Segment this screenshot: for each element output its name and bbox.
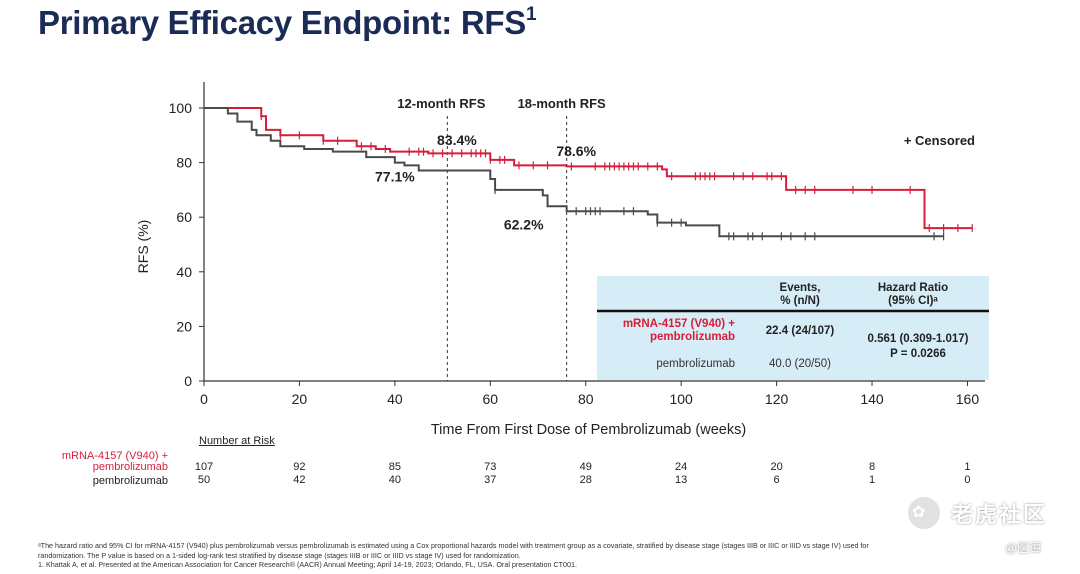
risk-count: 20 — [770, 461, 783, 473]
risk-count: 107 — [194, 461, 214, 473]
y-tick-label: 80 — [176, 155, 192, 171]
slide-title-text: Primary Efficacy Endpoint: RFS — [38, 4, 526, 41]
rfs-percentage-label: 83.4% — [437, 132, 477, 148]
risk-label-control: pembrolizumab — [92, 475, 168, 487]
control-survival-curve — [204, 107, 944, 238]
treatment-survival-curve — [204, 107, 973, 230]
x-tick-label: 120 — [765, 391, 789, 407]
x-tick-label: 100 — [669, 391, 693, 407]
risk-count: 24 — [675, 461, 688, 473]
inset-p-value: P = 0.0266 — [890, 348, 946, 360]
risk-count: 0 — [964, 474, 971, 486]
risk-count: 42 — [293, 474, 306, 486]
risk-row-treatment: 107 92 85 73 49 24 20 8 1 — [0, 461, 1080, 473]
inset-header-events: % (n/N) — [780, 295, 820, 307]
inset-group-treatment: pembrolizumab — [650, 331, 735, 343]
risk-count: 28 — [579, 474, 592, 486]
inset-table-background — [597, 276, 989, 380]
risk-count: 50 — [197, 474, 211, 486]
inset-hazard-ratio-value: 0.561 (0.309-1.017) — [867, 333, 968, 345]
footnotes: ᵃThe hazard ratio and 95% CI for mRNA-41… — [38, 541, 1068, 570]
risk-count: 49 — [579, 461, 592, 473]
risk-count: 73 — [484, 461, 497, 473]
reference-line-label: 12-month RFS — [397, 96, 485, 111]
inset-header-hazard-ratio: Hazard Ratio — [878, 282, 948, 294]
risk-count: 1 — [868, 474, 876, 486]
tiger-head-icon: ✿ — [906, 495, 942, 531]
x-tick-label: 140 — [860, 391, 884, 407]
watermark-brand: 老虎社区 — [951, 502, 1048, 527]
inset-events-control: 40.0 (20/50) — [769, 358, 831, 370]
km-chart: 0 20 40 60 80 100 0 20 40 60 80 100 120 140 160 Time Fr… — [135, 82, 989, 438]
number-at-risk-table: Number at Risk mRNA-4157 (V940) + pembro… — [0, 432, 1080, 492]
y-tick-label: 0 — [184, 373, 192, 389]
y-tick-label: 40 — [176, 264, 192, 280]
risk-label-treatment-text: mRNA-4157 (V940) + pembrolizumab — [61, 450, 168, 473]
inset-header-hazard-ratio: (95% CI)ᵃ — [888, 295, 938, 307]
x-axis-label: Time From First Dose of Pembrolizumab (w… — [431, 422, 746, 438]
number-at-risk-title: Number at Risk — [199, 435, 275, 447]
rfs-percentage-label: 77.1% — [375, 169, 415, 185]
footnote-reference: 1. Khattak A, et al. Presented at the Am… — [38, 560, 578, 570]
control-censor-marks — [494, 185, 945, 241]
slide-title: Primary Efficacy Endpoint: RFS1 — [38, 4, 537, 42]
y-tick-label: 100 — [169, 100, 193, 116]
rfs-percentage-label: 62.2% — [504, 216, 544, 232]
inset-events-treatment: 22.4 (24/107) — [766, 325, 835, 337]
footnote-a: ᵃThe hazard ratio and 95% CI for mRNA-41… — [38, 541, 869, 550]
x-tick-label: 40 — [387, 391, 403, 407]
inset-results-table: Events,% (n/N) Hazard Ratio(95% CI)ᵃ mRNA-… — [597, 276, 989, 380]
risk-count: 1 — [964, 461, 971, 473]
risk-label-treatment: mRNA-4157 (V940) + pembrolizumab — [62, 451, 168, 473]
footnote-b: randomization. The P value is based on a… — [38, 550, 521, 560]
x-tick-label: 0 — [200, 391, 208, 407]
watermark: ✿ 老虎社区 @医谭 — [906, 495, 1066, 565]
inset-header-events: Events, — [780, 282, 821, 294]
risk-count: 6 — [773, 474, 780, 486]
risk-count: 92 — [293, 461, 306, 473]
watermark-user: @医谭 — [1005, 541, 1042, 555]
x-tick-label: 60 — [483, 391, 499, 407]
reference-line-label: 18-month RFS — [518, 96, 606, 111]
y-axis-label: RFS (%) — [135, 220, 151, 274]
inset-group-control: pembrolizumab — [656, 358, 735, 370]
title-citation: 1 — [525, 4, 537, 25]
risk-count: 13 — [675, 474, 688, 486]
censored-legend: + Censored — [904, 133, 975, 148]
risk-count: 40 — [388, 474, 401, 486]
treatment-censor-marks — [260, 112, 973, 233]
y-tick-label: 20 — [176, 318, 192, 334]
rfs-percentage-label: 78.6% — [556, 143, 596, 159]
x-tick-label: 160 — [956, 391, 980, 407]
risk-count: 8 — [868, 461, 876, 473]
risk-count: 85 — [388, 461, 401, 473]
inset-group-treatment: mRNA-4157 (V940) + — [623, 318, 735, 330]
x-tick-label: 80 — [578, 391, 594, 407]
x-tick-label: 20 — [292, 391, 308, 407]
y-tick-label: 60 — [176, 209, 192, 225]
risk-count: 37 — [484, 474, 497, 486]
risk-row-control: 50 42 40 37 28 13 6 1 0 — [0, 474, 1080, 486]
